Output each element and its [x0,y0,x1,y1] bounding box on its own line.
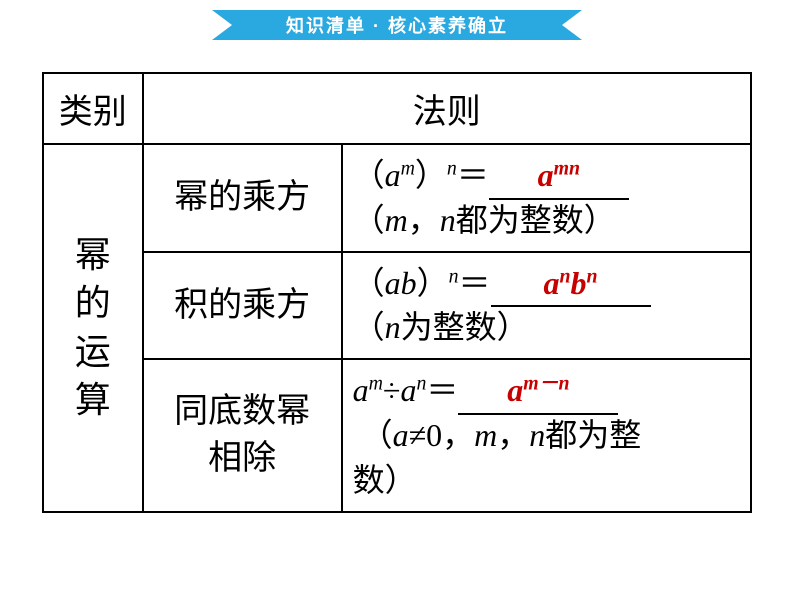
header-rule: 法则 [143,73,751,144]
rule-name: 积的乘方 [144,282,341,330]
formula-line: （am）n＝amn [353,153,742,198]
table-row: 同底数幂相除 am÷an＝am－n （a≠0，m，n都为整 数） [43,359,751,511]
table-header-row: 类别 法则 [43,73,751,144]
formula-cell: am÷an＝am－n （a≠0，m，n都为整 数） [342,359,751,511]
formula-cell: （am）n＝amn （m，n都为整数） [342,144,751,252]
answer-text: amn [538,157,580,193]
header-category: 类别 [43,73,143,144]
rule-name-cell: 积的乘方 [143,252,342,360]
rules-table: 类别 法则 幂的运算 幂的乘方 （am）n＝amn （m，n都为整数） 积的乘方… [42,72,752,513]
condition-line: （a≠0，m，n都为整 [353,413,742,458]
condition-line-2: 数） [353,458,742,503]
table-row: 积的乘方 （ab）n＝anbn （n为整数） [43,252,751,360]
answer-text: am－n [507,372,569,408]
formula-line: （ab）n＝anbn [353,261,742,306]
rule-name-cell: 同底数幂相除 [143,359,342,511]
answer-text: anbn [544,265,598,301]
formula-line: am÷an＝am－n [353,368,742,413]
rule-name: 幂的乘方 [144,174,341,222]
table-row: 幂的运算 幂的乘方 （am）n＝amn （m，n都为整数） [43,144,751,252]
header-banner: 知识清单 · 核心素养确立 [212,10,582,40]
rule-name-cell: 幂的乘方 [143,144,342,252]
condition-line: （n为整数） [353,305,742,350]
condition-line: （m，n都为整数） [353,198,742,243]
rule-name: 同底数幂相除 [144,388,341,483]
category-cell: 幂的运算 [43,144,143,512]
category-text: 幂的运算 [75,235,111,421]
formula-cell: （ab）n＝anbn （n为整数） [342,252,751,360]
banner-title: 知识清单 · 核心素养确立 [286,12,508,38]
